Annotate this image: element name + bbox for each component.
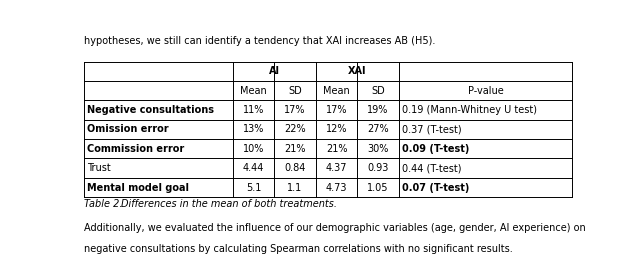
Text: 0.44 (T-test): 0.44 (T-test) [402,163,461,173]
Text: 17%: 17% [326,105,348,115]
Text: Mental model goal: Mental model goal [87,182,189,192]
Text: Commission error: Commission error [87,144,184,154]
Text: 21%: 21% [326,144,348,154]
Text: 1.1: 1.1 [287,182,303,192]
Text: 4.37: 4.37 [326,163,348,173]
Text: 0.07 (T-test): 0.07 (T-test) [402,182,469,192]
Text: 27%: 27% [367,124,389,134]
Text: Trust: Trust [87,163,111,173]
Text: 22%: 22% [284,124,306,134]
Text: 21%: 21% [284,144,306,154]
Text: AI: AI [269,66,280,76]
Text: negative consultations by calculating Spearman correlations with no significant : negative consultations by calculating Sp… [84,244,513,254]
Text: SD: SD [371,86,385,96]
Text: 10%: 10% [243,144,264,154]
Text: SD: SD [288,86,302,96]
Text: 0.37 (T-test): 0.37 (T-test) [402,124,461,134]
Text: 17%: 17% [284,105,306,115]
Text: 4.44: 4.44 [243,163,264,173]
Text: Differences in the mean of both treatments.: Differences in the mean of both treatmen… [121,199,337,209]
Text: 0.93: 0.93 [367,163,388,173]
Text: 1.05: 1.05 [367,182,388,192]
Text: Mean: Mean [323,86,350,96]
Text: 0.09 (T-test): 0.09 (T-test) [402,144,469,154]
Text: Additionally, we evaluated the influence of our demographic variables (age, gend: Additionally, we evaluated the influence… [84,223,586,233]
Text: Omission error: Omission error [87,124,168,134]
Text: 12%: 12% [326,124,348,134]
Text: 19%: 19% [367,105,388,115]
Text: Table 2.: Table 2. [84,199,122,209]
Text: 0.84: 0.84 [284,163,306,173]
Text: Negative consultations: Negative consultations [87,105,214,115]
Text: P-value: P-value [468,86,503,96]
Text: hypotheses, we still can identify a tendency that XAI increases AB (H5).: hypotheses, we still can identify a tend… [84,36,435,46]
Text: 4.73: 4.73 [326,182,348,192]
Text: XAI: XAI [348,66,367,76]
Text: 5.1: 5.1 [246,182,261,192]
Text: 11%: 11% [243,105,264,115]
Text: Mean: Mean [240,86,267,96]
Text: 13%: 13% [243,124,264,134]
Text: 0.19 (Mann-Whitney U test): 0.19 (Mann-Whitney U test) [402,105,537,115]
Text: 30%: 30% [367,144,388,154]
